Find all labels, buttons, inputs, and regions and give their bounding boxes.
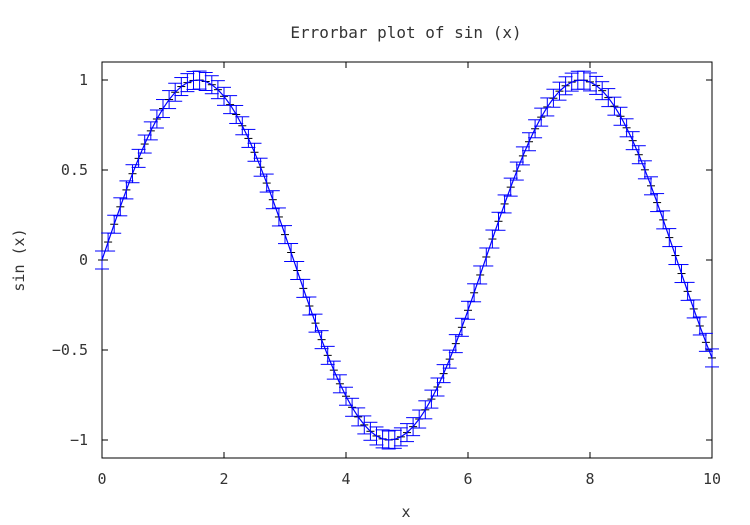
y-axis-label: sin (x) [10, 228, 28, 291]
series-line [101, 79, 713, 441]
y-tick-label: −1 [70, 431, 88, 449]
y-tick-label: 0.5 [61, 161, 88, 179]
x-axis-label: x [401, 503, 410, 521]
x-tick-label: 10 [703, 470, 721, 488]
x-tick-label: 4 [341, 470, 350, 488]
x-tick-label: 2 [219, 470, 228, 488]
y-tick-label: 0 [79, 251, 88, 269]
x-tick-label: 8 [585, 470, 594, 488]
chart-title: Errorbar plot of sin (x) [290, 23, 521, 42]
y-tick-label: 1 [79, 71, 88, 89]
x-tick-label: 0 [97, 470, 106, 488]
x-tick-label: 6 [463, 470, 472, 488]
y-tick-label: −0.5 [52, 341, 88, 359]
plot-area: 0 2 4 6 8 10 1 0.5 0 −0.5 −1 [52, 61, 721, 488]
